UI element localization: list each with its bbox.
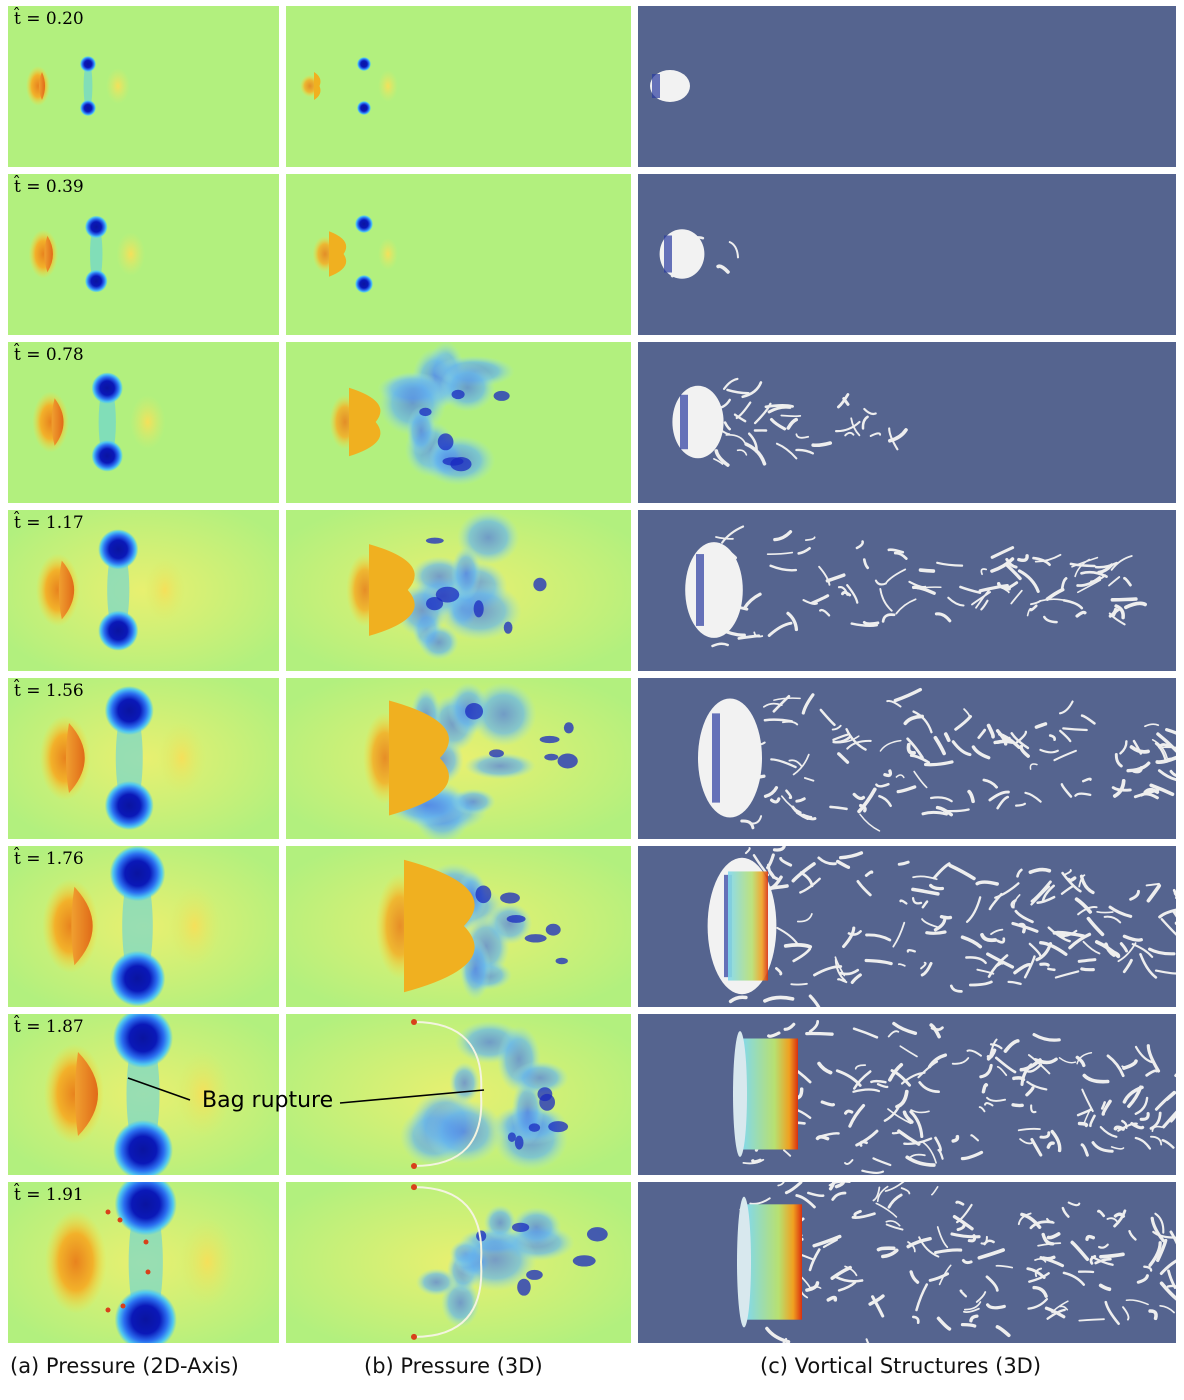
time-label: t̂ = 0.39 xyxy=(14,177,84,197)
panel-pressure-3d xyxy=(286,1182,631,1343)
panel-pressure-3d xyxy=(286,678,631,839)
panel-vortical-structures xyxy=(638,1182,1176,1343)
panel-pressure-3d xyxy=(286,846,631,1007)
column-captions: (a) Pressure (2D-Axis) (b) Pressure (3D)… xyxy=(0,1354,1184,1384)
caption-c: (c) Vortical Structures (3D) xyxy=(760,1354,1042,1378)
panel-pressure-2d: t̂ = 0.20 xyxy=(8,6,279,167)
panel-pressure-3d xyxy=(286,6,631,167)
panel-vortical-structures xyxy=(638,846,1176,1007)
time-label: t̂ = 1.17 xyxy=(14,513,84,533)
figure-grid: t̂ = 0.20 t̂ = 0.39 t̂ = 0.78 t̂ = 1.17 t̂ =… xyxy=(8,6,1176,1343)
panel-vortical-structures xyxy=(638,174,1176,335)
time-label: t̂ = 1.87 xyxy=(14,1017,84,1037)
panel-vortical-structures xyxy=(638,6,1176,167)
panel-vortical-structures xyxy=(638,1014,1176,1175)
panel-pressure-3d xyxy=(286,510,631,671)
panel-pressure-2d: t̂ = 1.91 xyxy=(8,1182,279,1343)
time-label: t̂ = 1.91 xyxy=(14,1185,84,1205)
panel-pressure-2d: t̂ = 0.78 xyxy=(8,342,279,503)
bag-rupture-annotation: Bag rupture xyxy=(202,1088,334,1113)
time-label: t̂ = 1.76 xyxy=(14,849,84,869)
caption-b: (b) Pressure (3D) xyxy=(364,1354,543,1378)
panel-pressure-2d: t̂ = 1.17 xyxy=(8,510,279,671)
panel-pressure-2d: t̂ = 1.56 xyxy=(8,678,279,839)
panel-pressure-3d xyxy=(286,342,631,503)
panel-pressure-2d: t̂ = 1.76 xyxy=(8,846,279,1007)
time-label: t̂ = 0.78 xyxy=(14,345,84,365)
panel-pressure-3d xyxy=(286,174,631,335)
panel-vortical-structures xyxy=(638,342,1176,503)
caption-a: (a) Pressure (2D-Axis) xyxy=(10,1354,239,1378)
panel-pressure-2d: t̂ = 0.39 xyxy=(8,174,279,335)
time-label: t̂ = 0.20 xyxy=(14,9,84,29)
panel-vortical-structures xyxy=(638,678,1176,839)
panel-pressure-3d xyxy=(286,1014,631,1175)
time-label: t̂ = 1.56 xyxy=(14,681,84,701)
panel-vortical-structures xyxy=(638,510,1176,671)
